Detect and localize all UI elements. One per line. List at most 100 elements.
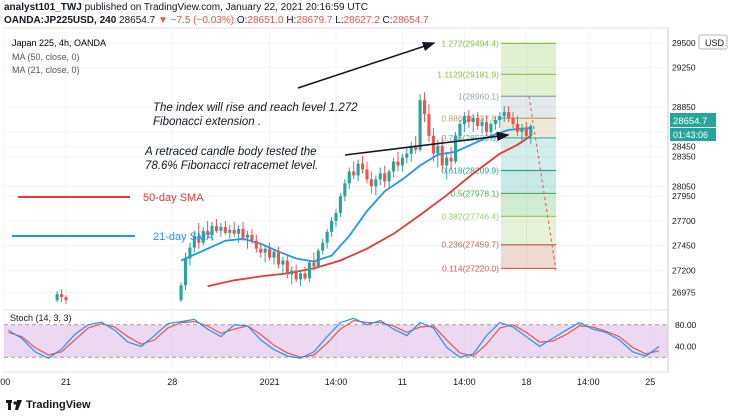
fib-level-label: 0.786(28539.9) [441,133,499,143]
candle-body [214,225,219,231]
ohlc-line: OANDA:JP225USD, 240 28654.7 ▼ −7.5 (−0.0… [4,15,429,26]
time-tick-label: 14:00 [453,377,476,387]
publisher-line: analyst101_TWJ published on TradingView.… [4,2,368,13]
ma50-legend[interactable]: MA (50, close, 0) [12,52,80,62]
price-tick-label: 29250 [672,63,696,73]
candle-body [391,161,396,172]
candle-body [471,118,475,122]
published-info: published on TradingView.com, January 22… [84,2,368,13]
candle-body [334,213,338,221]
symbol-label: OANDA:JP225USD, 240 [4,15,117,26]
candle-body [484,122,489,132]
chart-title: Japan 225, 4h, OANDA [12,38,106,48]
candle-body [458,123,462,136]
candle-body [369,179,373,187]
fib-level-label: 0.382(27746.4) [441,211,499,221]
fib-level-label: 1(28960.1) [458,91,499,101]
current-price-value: 28654.7 [673,116,707,127]
candles[interactable] [55,92,533,305]
stoch-tick-label: 80.00 [675,320,697,330]
candle-body [502,112,506,117]
time-axis[interactable]: :00 21 28 2021 14:00 11 14:00 18 14:00 25 [0,377,655,387]
candle-body [378,173,382,180]
candle-body [511,118,515,124]
candle-body [462,116,466,124]
candle-body [192,235,196,248]
fib-level-label: 0.236(27459.7) [441,240,499,250]
fib-level-label: 0.114(27220.0) [442,263,499,273]
fib-zone [501,96,556,119]
candle-body [422,100,427,115]
price-tick-label: 29500 [672,38,696,48]
candle-body [515,123,520,132]
candle-body [396,161,400,166]
candle-body [418,100,422,150]
candle-body [365,169,369,180]
candle-body [303,273,307,279]
price-tick-label: 27950 [672,191,696,201]
candle-body [179,285,183,301]
stoch-k-line [8,317,660,359]
time-tick-label: 25 [645,377,655,387]
sma21-key-label: 21-day SMA [153,231,214,243]
candle-body [188,247,192,259]
candle-body [480,122,484,126]
candle-body [206,230,210,235]
fib-zone [501,193,556,217]
last-price: 28654.7 [119,15,156,26]
candle-body [445,157,449,166]
sma50-key-label: 50-day SMA [143,192,204,204]
candle-body [281,260,285,265]
candle-body [259,248,263,253]
candle-body [276,251,281,265]
candle-body [263,248,267,253]
candle-body [467,116,471,122]
stoch-d-line [8,319,660,358]
candle-body [219,226,223,231]
tradingview-logo[interactable]: TradingView [6,399,91,411]
fib-zone [501,137,556,171]
candle-body [476,118,480,126]
candle-body [210,225,214,235]
annotation-2-line-1: A retraced candle body tested the [144,146,317,158]
candle-body [285,260,289,275]
candle-body [237,228,241,234]
candle-body [268,248,272,258]
author-name[interactable]: analyst101_TWJ [4,2,82,13]
time-tick-label: 21 [61,377,71,387]
countdown-tag [670,128,716,141]
price-tick-label: 27450 [672,241,696,251]
candle-body [59,294,64,298]
annotation-1-line-1: The index will rise and reach level 1.27… [153,102,358,114]
annotation-1-arrow [297,41,436,89]
candle-body [436,145,440,154]
fib-level-label: 0.618(28209.9) [441,165,499,175]
moving-averages[interactable] [180,127,532,288]
currency-button[interactable] [698,34,728,50]
stochastic-panel[interactable]: 80.00 40.00 [4,317,697,359]
ma21-legend[interactable]: MA (21, close, 0) [12,65,80,75]
sma21-line [180,127,531,263]
time-tick-label: 18 [521,377,531,387]
high-label: H: [286,15,297,26]
countdown-timer: 01:43:06 [673,130,708,140]
candle-body [409,145,413,154]
candle-body [427,114,431,136]
candle-body [307,262,311,279]
stoch-legend[interactable]: Stoch (14, 3, 3) [10,313,72,323]
candle-body [440,145,444,166]
price-change: ▼ −7.5 (−0.03%) [157,15,235,26]
current-price-tag [670,113,716,127]
candle-body [374,179,378,187]
fibonacci-tool[interactable]: 1.272(29494.4) 1.1129(29181.9) 1(28960.1) 0… [437,38,557,273]
price-tick-label: 28450 [672,142,696,152]
candle-body [241,228,245,238]
candle-body [223,226,227,233]
currency-label: USD [705,38,725,48]
fib-zone [501,244,556,269]
price-tick-label: 28350 [672,152,696,162]
candle-body [201,230,205,243]
brand-name: TradingView [26,399,91,411]
